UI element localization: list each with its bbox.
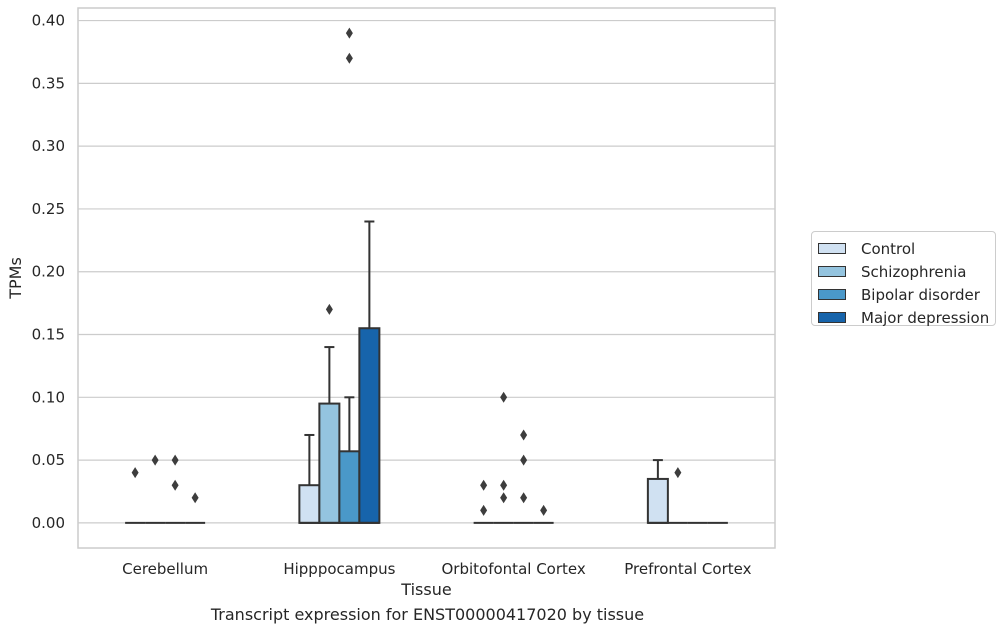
legend-item-major-depression: Major depression [812, 306, 995, 329]
outlier-point [171, 454, 179, 466]
x-axis-label: Tissue [400, 580, 451, 599]
legend-label-major-depression: Major depression [861, 308, 990, 327]
x-tick-label: Orbitofontal Cortex [442, 560, 586, 578]
box [298, 484, 321, 524]
outlier-point [480, 504, 488, 516]
outlier-point [171, 479, 179, 491]
x-tick-label: Hipppocampus [283, 560, 395, 578]
box [646, 477, 669, 524]
outlier-point [325, 303, 333, 315]
legend-swatch-bipolar-disorder [818, 289, 846, 300]
y-tick-label: 0.35 [32, 74, 65, 92]
legend-item-schizophrenia: Schizophrenia [812, 260, 995, 283]
y-tick-label: 0.20 [32, 263, 65, 281]
y-tick-label: 0.10 [32, 388, 65, 406]
outlier-point [500, 492, 508, 504]
outlier-point [151, 454, 159, 466]
outlier-point [500, 391, 508, 403]
outlier-point [345, 27, 353, 39]
y-tick-label: 0.25 [32, 200, 65, 218]
outlier-point [480, 479, 488, 491]
plot-frame [77, 7, 776, 549]
chart-caption: Transcript expression for ENST0000041702… [210, 605, 645, 624]
outlier-point [345, 52, 353, 64]
box [358, 327, 381, 524]
legend-swatch-major-depression [818, 312, 846, 323]
x-tick-label: Prefrontal Cortex [624, 560, 751, 578]
legend-label-schizophrenia: Schizophrenia [861, 262, 967, 281]
outlier-point [520, 429, 528, 441]
legend-item-bipolar-disorder: Bipolar disorder [812, 283, 995, 306]
box [338, 450, 361, 524]
legend-label-bipolar-disorder: Bipolar disorder [861, 285, 980, 304]
outlier-point [520, 492, 528, 504]
y-tick-label: 0.40 [32, 12, 65, 30]
y-tick-label: 0.00 [32, 514, 65, 532]
y-axis-label: TPMs [6, 257, 25, 300]
outlier-point [131, 467, 139, 479]
y-tick-label: 0.05 [32, 451, 65, 469]
legend-label-control: Control [861, 239, 916, 258]
outlier-point [674, 467, 682, 479]
outlier-point [540, 504, 548, 516]
legend-swatch-control [818, 243, 846, 254]
y-tick-label: 0.30 [32, 137, 65, 155]
y-tick-label: 0.15 [32, 326, 65, 344]
legend-swatch-schizophrenia [818, 266, 846, 277]
outlier-point [500, 479, 508, 491]
legend-item-control: Control [812, 237, 995, 260]
outlier-point [520, 454, 528, 466]
x-tick-label: Cerebellum [122, 560, 208, 578]
legend: Control Schizophrenia Bipolar disorder M… [811, 231, 996, 329]
box [318, 402, 341, 524]
outlier-point [191, 492, 199, 504]
